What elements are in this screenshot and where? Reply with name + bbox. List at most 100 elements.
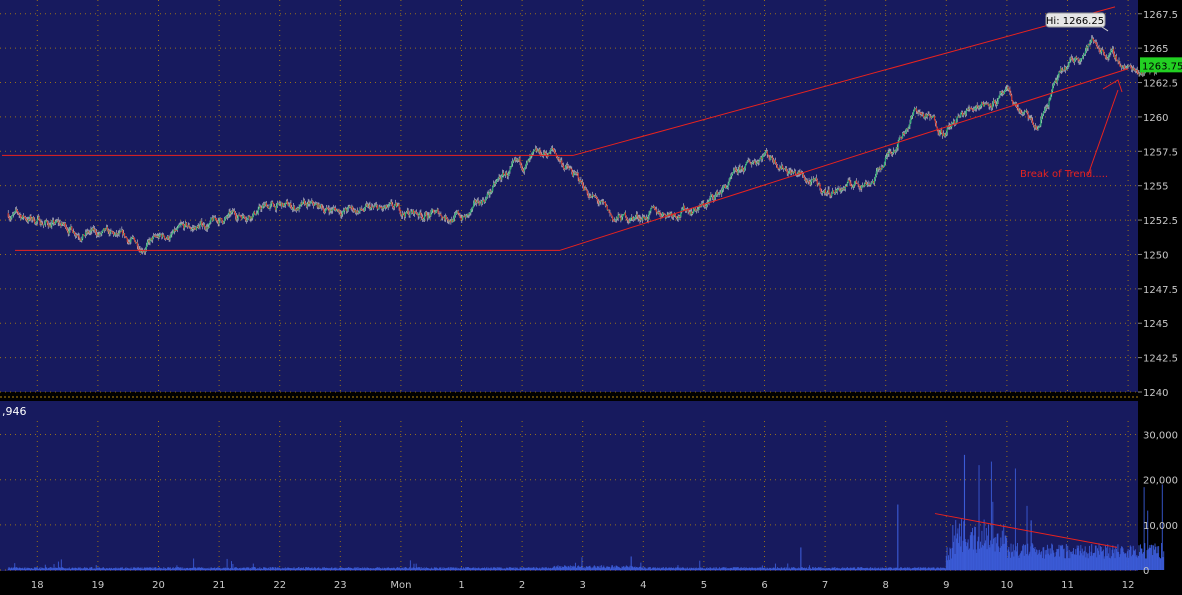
candle-body — [967, 108, 969, 110]
candle-body — [673, 214, 676, 216]
candle-body — [315, 203, 317, 205]
candle-body — [153, 235, 155, 238]
candle-body — [523, 167, 526, 172]
candle-body — [857, 183, 859, 185]
candle-body — [997, 98, 999, 102]
candle-body — [785, 168, 787, 172]
candle-body — [715, 191, 717, 196]
candle-body — [877, 168, 879, 170]
candle-body — [1116, 60, 1118, 62]
candle-body — [1127, 65, 1129, 67]
candle-body — [431, 209, 433, 213]
candle-body — [640, 218, 642, 221]
price-tick-label: 1257.5 — [1143, 147, 1178, 158]
candle-body — [21, 218, 23, 220]
candle-body — [502, 172, 504, 176]
candle-body — [171, 233, 173, 235]
candle-body — [910, 118, 912, 123]
candle-body — [446, 218, 448, 221]
candle-body — [875, 171, 877, 177]
candle-body — [855, 180, 857, 183]
candle-body — [782, 165, 784, 169]
candle-body — [963, 114, 966, 116]
candle-body — [567, 166, 569, 168]
candle-body — [55, 221, 57, 223]
candle-body — [368, 204, 370, 206]
candle-body — [643, 217, 646, 220]
candle-body — [460, 217, 462, 219]
candle-body — [934, 120, 936, 124]
candle-body — [770, 156, 772, 160]
candle-body — [129, 241, 131, 243]
candle-body — [830, 195, 832, 197]
candle-body — [23, 216, 26, 218]
candle-body — [152, 237, 154, 241]
candle-body — [276, 203, 278, 207]
candle-body — [898, 138, 900, 143]
candle-body — [108, 230, 110, 235]
candle-body — [882, 166, 885, 168]
candle-body — [813, 178, 816, 181]
price-tick-label: 1252.5 — [1143, 216, 1178, 227]
candle-body — [321, 204, 323, 208]
candle-body — [810, 181, 812, 185]
candle-body — [324, 210, 327, 213]
candle-body — [900, 137, 902, 139]
candle-body — [479, 202, 481, 206]
candle-body — [632, 216, 634, 220]
candle-body — [215, 218, 217, 221]
candle-body — [882, 166, 884, 168]
candle-body — [1128, 65, 1130, 67]
candle-body — [287, 204, 289, 206]
candle-body — [929, 115, 931, 118]
candle-body — [1036, 129, 1038, 131]
candle-body — [774, 160, 777, 164]
candle-body — [350, 207, 352, 209]
candle-body — [1081, 58, 1083, 60]
candle-body — [852, 185, 855, 187]
candle-body — [520, 162, 522, 166]
candle-body — [497, 177, 499, 180]
candle-body — [42, 224, 44, 226]
candle-body — [893, 150, 896, 152]
candle-body — [318, 204, 320, 209]
candle-body — [782, 168, 785, 170]
candle-body — [692, 212, 694, 214]
candle-body — [98, 232, 100, 236]
candle-body — [639, 217, 641, 221]
candle-body — [544, 152, 547, 154]
candle-body — [719, 192, 721, 194]
candle-body — [703, 205, 706, 207]
candle-body — [347, 206, 349, 209]
candle-body — [952, 122, 954, 124]
candle-body — [124, 236, 127, 238]
candle-body — [589, 195, 591, 197]
candle-body — [261, 207, 263, 210]
candle-body — [812, 178, 815, 181]
candle-body — [101, 231, 103, 234]
candle-body — [218, 220, 220, 224]
candle-body — [704, 205, 707, 208]
candle-body — [478, 202, 480, 206]
candle-body — [180, 224, 182, 226]
candle-body — [696, 209, 698, 211]
candle-body — [712, 196, 715, 200]
candle-body — [972, 109, 974, 111]
candle-body — [110, 230, 112, 232]
candle-body — [902, 133, 904, 139]
candle-body — [757, 161, 759, 163]
candle-body — [903, 133, 906, 135]
candle-body — [122, 229, 124, 235]
candle-body — [195, 227, 197, 230]
candle-body — [721, 190, 723, 194]
candle-body — [91, 229, 93, 231]
candle-body — [216, 220, 218, 222]
candle-body — [1009, 88, 1011, 93]
candle-body — [88, 232, 90, 234]
candle-body — [467, 213, 469, 216]
candle-body — [99, 232, 101, 234]
candle-body — [556, 157, 558, 159]
candle-body — [1140, 71, 1142, 74]
candle-body — [672, 216, 674, 218]
candle-body — [1012, 103, 1015, 105]
